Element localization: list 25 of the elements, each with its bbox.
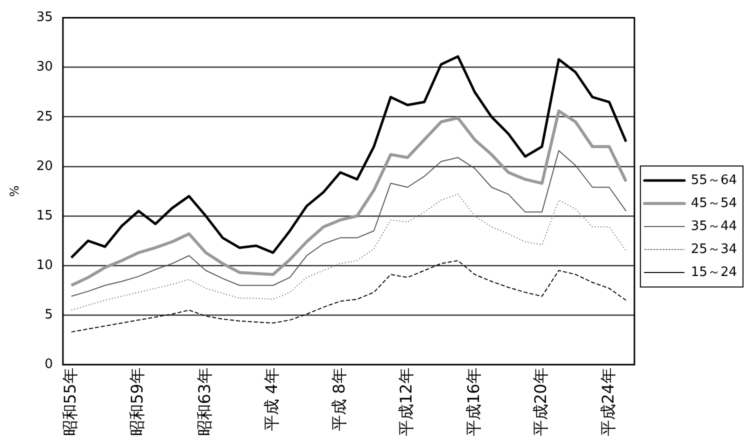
y-tick-label: 35 xyxy=(36,10,53,26)
y-tick-label: 20 xyxy=(36,158,53,174)
x-tick-label: 平成 8年 xyxy=(329,368,348,431)
y-tick-label: 30 xyxy=(36,60,53,75)
x-tick-label: 平成20年 xyxy=(531,368,550,436)
line-series xyxy=(70,194,627,311)
x-tick-label: 平成12年 xyxy=(396,368,416,436)
line-series xyxy=(70,260,627,332)
y-tick-label: 25 xyxy=(36,109,53,124)
x-tick-label: 昭和55年 xyxy=(60,368,80,436)
legend-label: 35～44 xyxy=(690,218,738,234)
legend-label: 15～24 xyxy=(690,264,738,280)
x-tick-label: 平成 4年 xyxy=(262,368,282,431)
y-tick-label: 15 xyxy=(36,208,53,224)
x-tick-label: 平成24年 xyxy=(598,368,618,436)
legend-label: 45～54 xyxy=(690,196,738,211)
legend-label: 55～64 xyxy=(690,172,738,188)
y-tick-label: 5 xyxy=(44,307,53,322)
x-tick-label: 昭和63年 xyxy=(194,368,214,436)
y-tick-label: 0 xyxy=(44,357,53,372)
y-tick-label: 10 xyxy=(36,258,53,273)
y-axis-title: % xyxy=(7,186,22,197)
legend-label: 25～34 xyxy=(690,242,738,257)
x-tick-label: 平成16年 xyxy=(464,368,483,436)
x-tick-label: 昭和59年 xyxy=(128,368,147,436)
